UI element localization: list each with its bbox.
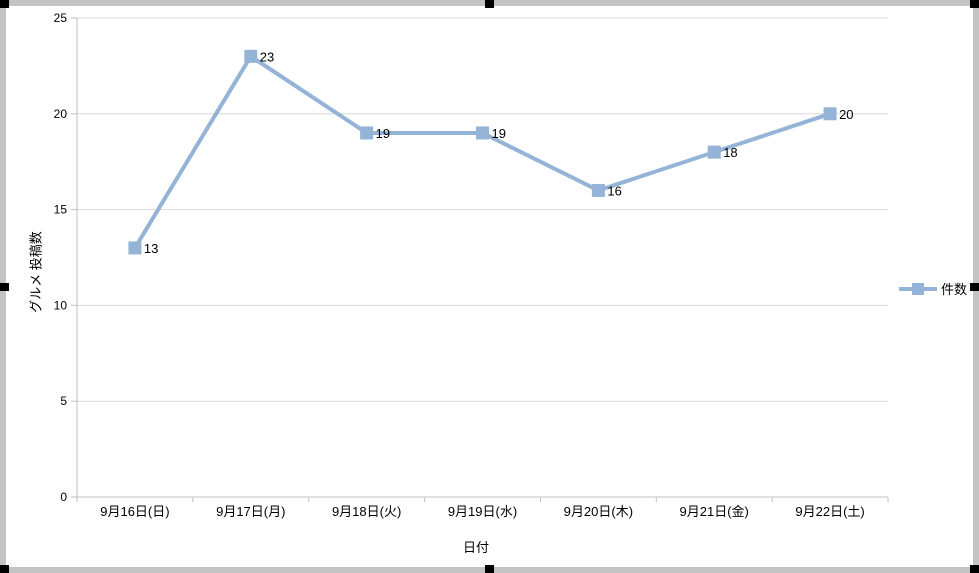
y-tick-label: 0 (60, 490, 67, 504)
resize-handle-bottom-right[interactable] (970, 565, 979, 573)
data-label: 19 (492, 126, 506, 141)
y-tick-label: 5 (60, 394, 67, 408)
x-tick-label: 9月20日(木) (564, 504, 633, 519)
legend-series-swatch (899, 282, 937, 295)
x-tick-label: 9月19日(水) (448, 504, 517, 519)
data-label: 23 (260, 49, 274, 64)
x-tick-label: 9月18日(火) (332, 504, 401, 519)
y-axis-title: グルメ 投稿数 (28, 231, 44, 313)
x-tick-label: 9月22日(土) (795, 504, 864, 519)
resize-handle-middle-right[interactable] (970, 282, 979, 291)
data-label: 16 (607, 183, 621, 198)
resize-handle-bottom-middle[interactable] (484, 565, 494, 573)
data-label: 20 (839, 107, 853, 122)
x-axis-title: 日付 (462, 540, 490, 555)
legend[interactable]: 件数 (899, 279, 967, 298)
data-label: 19 (376, 126, 390, 141)
y-tick-label: 15 (54, 203, 68, 217)
data-point-marker[interactable] (244, 49, 258, 63)
resize-handle-top-right[interactable] (970, 0, 979, 8)
data-label: 13 (144, 241, 158, 256)
line-chart-svg[interactable]: 0 5 10 15 20 25 9月16日(日) 9月17日(月) 9月18日(火) 9月19日(… (6, 6, 973, 567)
chart-area[interactable]: 0 5 10 15 20 25 9月16日(日) 9月17日(月) 9月18日(火) 9月19日(… (6, 6, 973, 567)
legend-marker-icon (912, 282, 924, 295)
data-label: 18 (723, 145, 737, 160)
x-tick-label: 9月21日(金) (680, 504, 749, 519)
data-point-marker[interactable] (476, 126, 489, 140)
resize-handle-top-left[interactable] (0, 0, 9, 8)
resize-handle-top-middle[interactable] (484, 0, 494, 8)
x-tick-label: 9月16日(日) (100, 504, 169, 519)
data-point-marker[interactable] (823, 107, 837, 121)
data-point-marker[interactable] (128, 241, 142, 255)
legend-series-label: 件数 (941, 282, 968, 297)
resize-handle-bottom-left[interactable] (0, 565, 9, 573)
data-point-marker[interactable] (707, 145, 721, 159)
y-tick-label: 20 (54, 107, 68, 121)
y-tick-label: 25 (54, 11, 68, 25)
data-point-marker[interactable] (591, 183, 605, 197)
resize-handle-middle-left[interactable] (0, 282, 9, 291)
y-tick-label: 10 (54, 298, 68, 312)
x-tick-label: 9月17日(月) (216, 504, 285, 519)
data-point-marker[interactable] (360, 126, 374, 140)
